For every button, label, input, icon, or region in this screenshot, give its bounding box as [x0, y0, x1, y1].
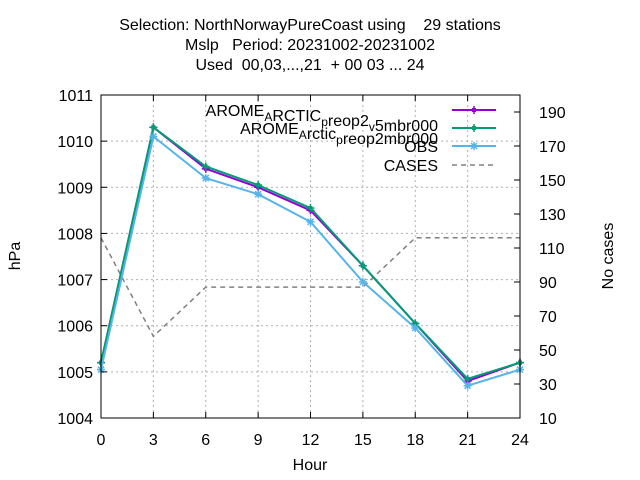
y2-tick-label: 170: [539, 139, 566, 156]
y2-tick-label: 10: [539, 411, 557, 428]
data-point: [254, 190, 262, 198]
legend-entry: OBS: [404, 139, 496, 156]
data-point: [465, 376, 470, 381]
y2-tick-label: 190: [539, 105, 566, 122]
x-tick-label: 9: [254, 432, 263, 449]
series-arome-arctic-preop2mbr000: [97, 123, 524, 383]
y-tick-label: 1010: [57, 134, 93, 151]
chart-title-line-2: Mslp Period: 20231002-20231002: [185, 37, 435, 54]
y-tick-label: 1009: [57, 180, 93, 197]
x-tick-label: 0: [97, 432, 106, 449]
axes: 0 3 6 9 12 15 18 21 24 1004 1005 1006 1007 1008 1009 10…: [57, 88, 565, 449]
legend-marker: [472, 108, 476, 112]
y-tick-label: 1006: [57, 319, 93, 336]
y2-tick-label: 70: [539, 309, 557, 326]
y2-tick-label: 50: [539, 343, 557, 360]
y-tick-label: 1004: [57, 411, 93, 428]
data-point: [413, 321, 418, 326]
data-point: [411, 324, 419, 332]
legend-entry: AROMEArcticpreop2mbr000: [240, 121, 496, 148]
legend-entry: CASES: [384, 158, 496, 175]
legend-label: AROMEARCTICpreop2v5mbr000: [206, 103, 438, 135]
legend-marker: [472, 126, 476, 130]
data-point: [464, 382, 472, 390]
y2-tick-label: 130: [539, 207, 566, 224]
data-point: [151, 125, 156, 130]
x-axis-label: Hour: [293, 457, 328, 474]
chart-title-line-1: Selection: NorthNorwayPureCoast using 29…: [119, 17, 501, 34]
data-point: [149, 132, 157, 141]
y2-tick-label: 90: [539, 275, 557, 292]
legend-label: OBS: [404, 139, 438, 156]
x-tick-label: 15: [354, 432, 372, 449]
x-tick-label: 21: [459, 432, 477, 449]
x-tick-label: 18: [406, 432, 424, 449]
data-point: [306, 218, 315, 226]
data-point: [359, 278, 367, 286]
x-tick-label: 3: [149, 432, 158, 449]
y-tick-label: 1007: [57, 273, 93, 290]
y2-axis-label: No cases: [600, 223, 617, 290]
data-point: [360, 263, 365, 268]
data-point: [256, 182, 261, 187]
y2-tick-label: 110: [539, 241, 565, 258]
chart-title-line-3: Used 00,03,...,21 + 00 03 ... 24: [195, 57, 425, 74]
series-line: [100, 237, 520, 338]
data-point: [203, 164, 208, 169]
series-cases: [100, 237, 520, 338]
grid: [101, 95, 520, 418]
data-point: [202, 174, 210, 182]
legend: AROMEARCTICpreop2v5mbr000AROMEArcticpreo…: [206, 103, 496, 175]
legend-marker: [470, 142, 478, 150]
legend-entry: AROMEARCTICpreop2v5mbr000: [206, 103, 496, 135]
legend-label: AROMEArcticpreop2mbr000: [240, 121, 438, 148]
data-point: [308, 206, 313, 211]
x-tick-label: 24: [511, 432, 529, 449]
y2-tick-label: 150: [539, 173, 566, 190]
legend-label: CASES: [384, 158, 438, 175]
y-tick-label: 1008: [57, 226, 93, 243]
x-tick-label: 6: [201, 432, 210, 449]
y-tick-label: 1011: [59, 88, 94, 105]
y2-tick-label: 30: [539, 377, 557, 394]
y-axis-label: hPa: [7, 242, 24, 271]
x-tick-label: 12: [302, 432, 320, 449]
y-tick-label: 1005: [57, 365, 93, 382]
